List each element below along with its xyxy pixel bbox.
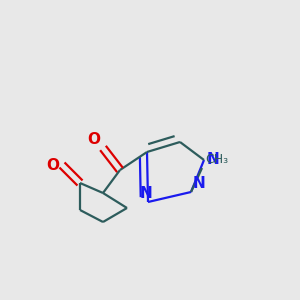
Text: N: N — [207, 152, 220, 167]
Text: CH₃: CH₃ — [205, 153, 228, 166]
Text: O: O — [46, 158, 59, 172]
Text: N: N — [193, 176, 206, 191]
Text: N: N — [140, 186, 152, 201]
Text: O: O — [87, 132, 100, 147]
